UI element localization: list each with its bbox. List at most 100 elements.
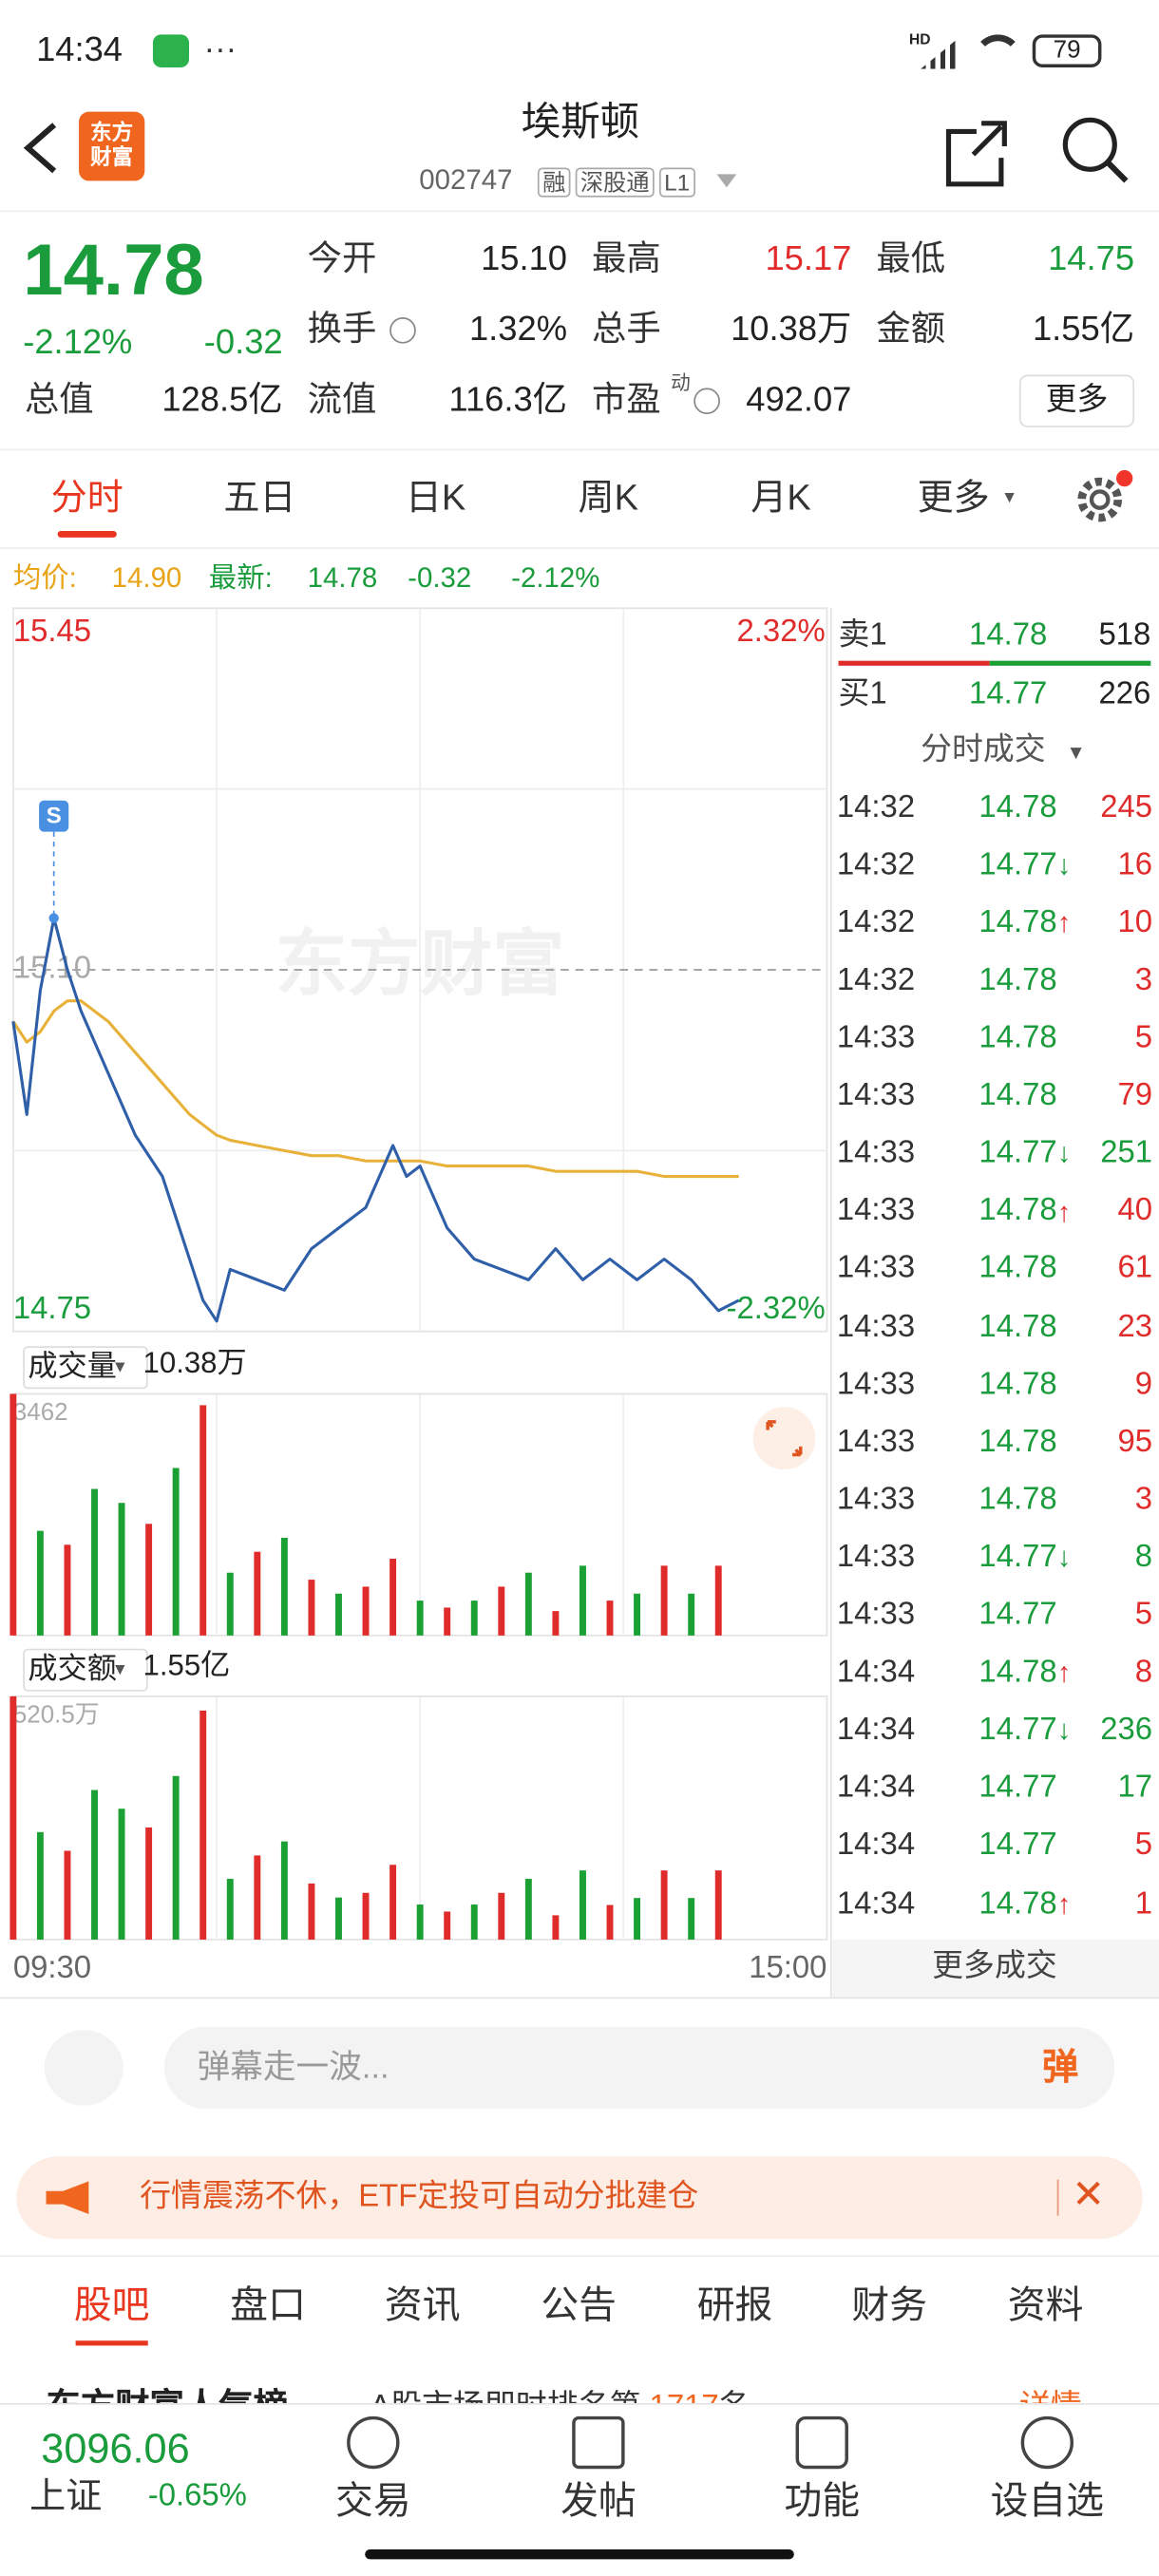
trade-price: 14.78 bbox=[978, 1251, 1057, 1286]
volume-bar bbox=[580, 1565, 586, 1636]
share-icon[interactable] bbox=[945, 121, 1007, 187]
trade-volume: 79 bbox=[1117, 1078, 1153, 1113]
more-trades-bg[interactable] bbox=[831, 1939, 1159, 1998]
x-tick-label: 15:00 bbox=[749, 1949, 826, 1984]
stat-value: 116.3亿 bbox=[448, 382, 568, 420]
expand-button bbox=[752, 1407, 816, 1470]
tab[interactable]: 周K bbox=[578, 476, 639, 518]
y-tick-label: 15.45 bbox=[13, 613, 91, 648]
banner-bg[interactable] bbox=[16, 2156, 1143, 2239]
trade-price: 14.77 bbox=[978, 1771, 1057, 1806]
danmu-button[interactable]: 弹 bbox=[1042, 2046, 1079, 2088]
banner-separator bbox=[1056, 2179, 1059, 2216]
trade-arrow: ↓ bbox=[1056, 1714, 1072, 1747]
bottom-tab[interactable]: 资料 bbox=[1007, 2282, 1084, 2326]
tab-caret: ▾ bbox=[1004, 484, 1015, 508]
banner-close[interactable]: ✕ bbox=[1072, 2172, 1106, 2218]
status-time: 14:34 bbox=[36, 31, 124, 70]
change: -0.32 bbox=[203, 324, 283, 363]
y-tick-label: 15.10 bbox=[13, 950, 91, 985]
trade-volume: 5 bbox=[1134, 1598, 1153, 1633]
chart-total: 10.38万 bbox=[142, 1346, 247, 1380]
tab[interactable]: 更多 bbox=[917, 476, 990, 518]
y2-tick-label: 2.32% bbox=[737, 613, 826, 648]
volume-bar bbox=[390, 1865, 397, 1940]
nav-label[interactable]: 设自选 bbox=[990, 2478, 1105, 2522]
latest-label: 最新: bbox=[208, 561, 273, 594]
book-price: 14.77 bbox=[969, 676, 1048, 711]
trade-volume: 40 bbox=[1117, 1193, 1153, 1229]
last-price: 14.78 bbox=[23, 229, 204, 311]
bottom-tab[interactable]: 公告 bbox=[541, 2282, 617, 2326]
volume-bar bbox=[444, 1911, 451, 1940]
more-button-text[interactable]: 更多 bbox=[1045, 382, 1109, 417]
trade-price: 14.78 bbox=[978, 1193, 1057, 1229]
volume-bar bbox=[660, 1870, 668, 1940]
divider bbox=[0, 547, 1159, 549]
avg-label: 均价: bbox=[12, 561, 77, 594]
trade-arrow: ↑ bbox=[1056, 1195, 1072, 1227]
nav-label[interactable]: 发帖 bbox=[560, 2478, 636, 2522]
bottom-tab-underline bbox=[75, 2340, 148, 2346]
trade-arrow: ↑ bbox=[1056, 1887, 1072, 1920]
tab[interactable]: 日K bbox=[405, 476, 466, 518]
banner-text[interactable]: 行情震荡不休，ETF定投可自动分批建仓 bbox=[140, 2178, 699, 2214]
back-icon[interactable] bbox=[23, 123, 57, 174]
chart-total: 1.55亿 bbox=[142, 1649, 231, 1682]
tab[interactable]: 月K bbox=[750, 476, 811, 518]
index-name: 上证 bbox=[29, 2474, 103, 2517]
order-book-buy-bar bbox=[989, 660, 1151, 666]
danmu-placeholder[interactable]: 弹幕走一波... bbox=[197, 2049, 390, 2087]
bottom-tab[interactable]: 股吧 bbox=[73, 2282, 150, 2326]
volume-bar bbox=[634, 1898, 641, 1940]
volume-bar bbox=[470, 1601, 478, 1636]
tab[interactable]: 分时 bbox=[50, 476, 124, 518]
volume-bar bbox=[634, 1593, 641, 1636]
stat-label: 金额 bbox=[876, 311, 946, 350]
trade-price: 14.78 bbox=[978, 1482, 1057, 1517]
nav-icon bbox=[347, 2415, 400, 2470]
bottom-tab[interactable]: 财务 bbox=[851, 2282, 928, 2326]
volume-bar bbox=[470, 1904, 478, 1940]
search-icon[interactable] bbox=[1062, 117, 1117, 172]
stat-value: 14.75 bbox=[1048, 240, 1135, 279]
book-volume: 226 bbox=[1098, 676, 1151, 711]
marker-badge bbox=[39, 800, 69, 832]
trade-price: 14.78 bbox=[978, 1367, 1057, 1402]
stock-name: 埃斯顿 bbox=[521, 99, 640, 144]
trade-price: 14.78 bbox=[978, 1309, 1057, 1344]
latest-value: 14.78 bbox=[307, 561, 378, 594]
stock-tag: 融 bbox=[537, 166, 571, 199]
trade-time: 14:33 bbox=[836, 1078, 916, 1113]
settings-icon[interactable] bbox=[1069, 465, 1134, 531]
header-icons bbox=[23, 111, 1129, 188]
volume-bar bbox=[200, 1405, 207, 1636]
nav-label[interactable]: 交易 bbox=[335, 2478, 411, 2522]
trade-price: 14.77 bbox=[978, 1713, 1057, 1748]
volume-bar bbox=[64, 1544, 71, 1636]
bottom-tab[interactable]: 研报 bbox=[696, 2282, 773, 2326]
trade-time: 14:33 bbox=[836, 1136, 916, 1171]
volume-bar bbox=[390, 1559, 397, 1636]
danmu-input[interactable] bbox=[164, 2026, 1115, 2110]
more-button[interactable] bbox=[1018, 374, 1135, 427]
trade-volume: 3 bbox=[1134, 1482, 1153, 1517]
nav-label[interactable]: 功能 bbox=[784, 2478, 861, 2522]
trade-time: 14:33 bbox=[836, 1424, 916, 1460]
divider bbox=[0, 448, 1159, 451]
more-trades[interactable]: 更多成交 bbox=[932, 1948, 1057, 1984]
trade-price: 14.78 bbox=[978, 962, 1057, 998]
tab[interactable]: 五日 bbox=[223, 476, 296, 518]
volume-bar bbox=[498, 1586, 505, 1636]
volume-bar bbox=[91, 1488, 98, 1636]
y-tick-label: 520.5万 bbox=[13, 1702, 100, 1729]
danmu-icon[interactable] bbox=[44, 2030, 124, 2106]
bottom-tab[interactable]: 资讯 bbox=[384, 2282, 461, 2326]
dropdown-caret bbox=[716, 174, 737, 188]
bottom-tab[interactable]: 盘口 bbox=[230, 2282, 306, 2326]
trade-time: 14:33 bbox=[836, 1020, 916, 1055]
watermark: 东方财富 bbox=[276, 924, 565, 1005]
trade-arrow: ↓ bbox=[1056, 1138, 1072, 1170]
order-book-sell-bar bbox=[838, 660, 990, 666]
stat-label: 流值 bbox=[307, 382, 377, 420]
